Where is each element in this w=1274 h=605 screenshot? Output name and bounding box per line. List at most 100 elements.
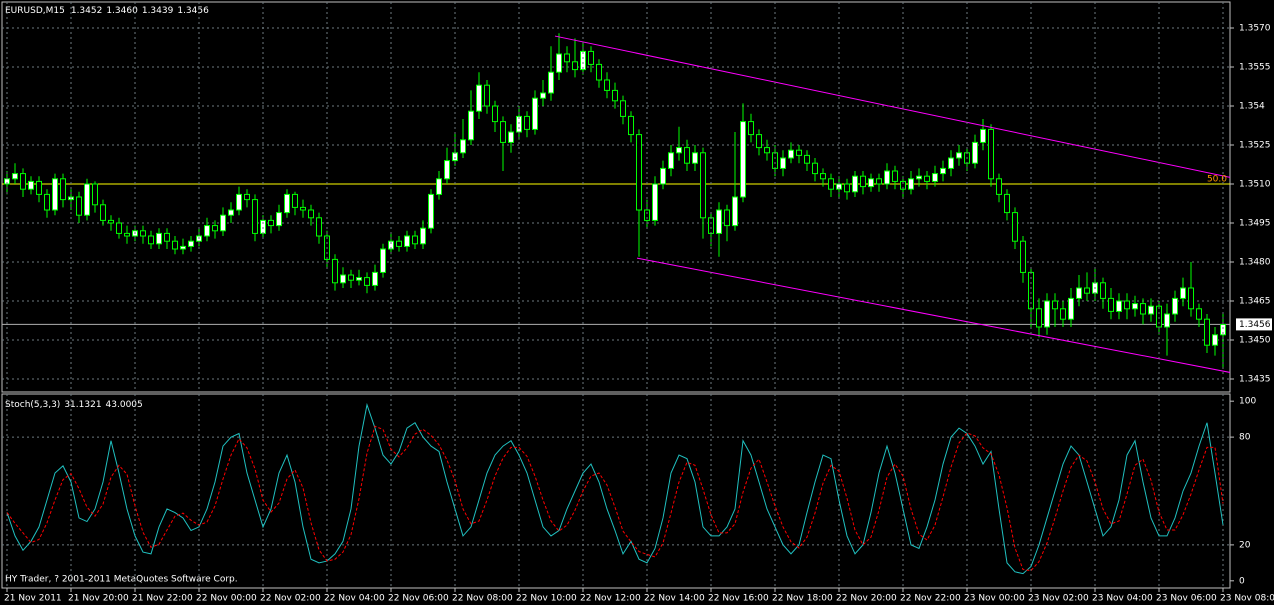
plot-layer [2, 27, 1230, 380]
candle-body [164, 232, 170, 242]
candle-body [708, 217, 714, 234]
candle-body [276, 212, 282, 227]
candle-body [564, 53, 570, 63]
x-tick-label: 23 Nov 02:00 [1028, 594, 1089, 604]
candle-body [100, 204, 106, 221]
candle-body [988, 128, 994, 180]
candle-body [700, 152, 706, 219]
candle-body [468, 110, 474, 141]
candle-body [588, 50, 594, 65]
candle-body [756, 134, 762, 149]
candle-body [116, 222, 122, 234]
candle-body [76, 196, 82, 216]
x-tick-label: 23 Nov 06:00 [1156, 594, 1217, 604]
candle-body [908, 178, 914, 190]
ohlc-open: 1.3452 [71, 6, 103, 16]
candle-body [220, 214, 226, 232]
candle-body [716, 209, 722, 234]
candle-body [676, 147, 682, 154]
candle-body [1052, 300, 1058, 310]
candle-body [580, 50, 586, 71]
symbol: EURUSD,M15 [5, 6, 65, 16]
footer: HY Trader, ? 2001-2011 MetaQuotes Softwa… [5, 575, 238, 585]
candle-body [652, 183, 658, 221]
candle-body [748, 121, 754, 136]
candle-body [308, 209, 314, 219]
candle-body [172, 240, 178, 250]
candle-body [924, 175, 930, 182]
candle-body [316, 217, 322, 237]
candle-body [156, 232, 162, 245]
candle-body [1188, 287, 1194, 310]
candle-body [484, 84, 490, 107]
candle-body [108, 219, 114, 224]
main-panel [1, 1, 1231, 393]
candle-body [1020, 240, 1026, 273]
candle-body [844, 183, 850, 193]
candle-body [476, 84, 482, 112]
x-tick-label: 22 Nov 04:00 [324, 594, 385, 604]
candle-body [268, 219, 274, 227]
candle-body [140, 230, 146, 237]
x-tick-label: 22 Nov 10:00 [516, 594, 577, 604]
candle-body [1180, 287, 1186, 299]
candle-body [884, 170, 890, 185]
candle-body [596, 63, 602, 81]
candle-body [764, 147, 770, 154]
candle-body [1124, 300, 1130, 310]
x-tick-label: 22 Nov 20:00 [836, 594, 897, 604]
candle-body [84, 183, 90, 216]
candle-body [1132, 303, 1138, 310]
candle-body [692, 152, 698, 164]
candle-body [852, 175, 858, 193]
candle-body [1172, 297, 1178, 315]
x-tick-label: 21 Nov 22:00 [132, 594, 193, 604]
x-tick-label: 23 Nov 00:00 [964, 594, 1025, 604]
ohlc-close: 1.3456 [177, 6, 209, 16]
x-tick-label: 22 Nov 06:00 [388, 594, 449, 604]
y-tick-label: 20 [1239, 540, 1251, 550]
x-tick-label: 22 Nov 12:00 [580, 594, 641, 604]
x-tick-label: 22 Nov 00:00 [196, 594, 257, 604]
channel-line [636, 257, 1230, 373]
candle-body [348, 274, 354, 281]
candle-body [60, 178, 66, 201]
candle-body [212, 225, 218, 232]
candle-body [12, 173, 18, 180]
candle-body [1076, 287, 1082, 299]
candle-body [900, 180, 906, 190]
candle-body [1084, 287, 1090, 294]
candle-body [524, 115, 530, 130]
candle-body [1068, 297, 1074, 320]
y-tick-label: 1.3570 [1239, 24, 1271, 34]
candle-body [44, 193, 50, 211]
candle-body [1164, 313, 1170, 328]
y-tick-label: 1.3510 [1239, 180, 1271, 190]
candle-body [948, 157, 954, 169]
candle-body [772, 152, 778, 169]
candle-body [868, 178, 874, 188]
candle-body [532, 97, 538, 130]
x-tick-label: 22 Nov 22:00 [900, 594, 961, 604]
candle-body [572, 61, 578, 71]
x-tick-label: 23 Nov 04:00 [1092, 594, 1153, 604]
candle-body [284, 193, 290, 214]
stoch-name: Stoch(5,3,3) [5, 400, 60, 410]
y-tick-label: 1.3435 [1239, 375, 1271, 385]
candle-body [244, 193, 250, 201]
candle-body [428, 193, 434, 229]
candle-body [228, 209, 234, 216]
candle-body [660, 167, 666, 185]
candle-body [1012, 212, 1018, 242]
candle-body [124, 232, 130, 237]
candle-body [724, 209, 730, 227]
candle-body [28, 180, 34, 190]
candle-body [460, 139, 466, 154]
candle-body [52, 178, 58, 211]
ohlc-low: 1.3439 [142, 6, 174, 16]
candle-body [292, 193, 298, 208]
x-tick-label: 22 Nov 08:00 [452, 594, 513, 604]
candle-body [892, 170, 898, 182]
candle-body [940, 167, 946, 175]
